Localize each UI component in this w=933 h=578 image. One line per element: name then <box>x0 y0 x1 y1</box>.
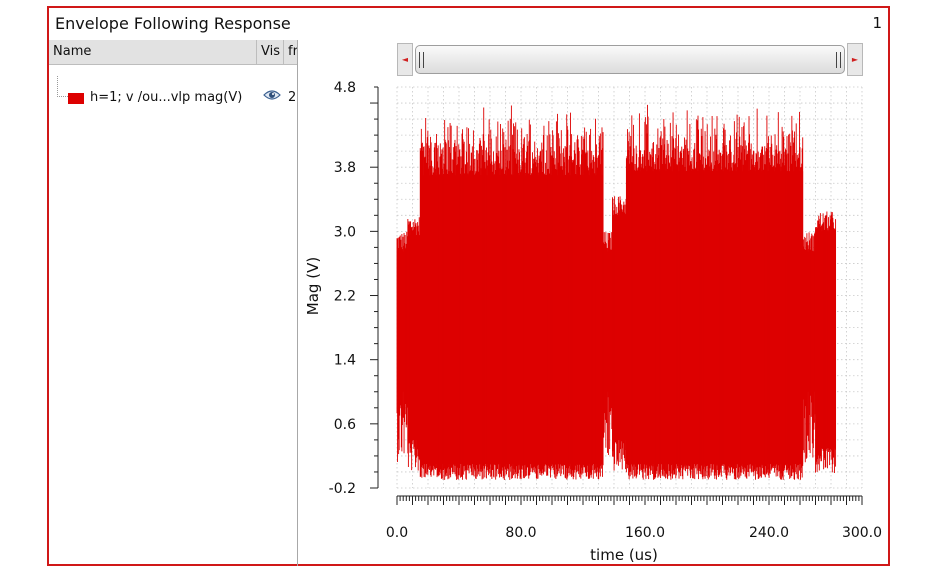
x-tick-label: 300.0 <box>842 525 882 541</box>
y-tick-labels: -0.2 0.6 1.4 2.2 3.0 3.8 4.8 <box>329 80 356 497</box>
x-axis-scrollbar[interactable]: ◄ ► <box>397 43 863 76</box>
signal-trace <box>396 104 837 480</box>
column-header-vis[interactable]: Vis <box>257 40 284 64</box>
window-title: Envelope Following Response <box>55 14 291 33</box>
scroll-right-button[interactable]: ► <box>847 43 863 76</box>
x-tick-label: 0.0 <box>386 525 408 541</box>
legend-header: Name Vis fr <box>49 40 297 65</box>
y-axis-label: Mag (V) <box>304 257 322 315</box>
scroll-thumb[interactable] <box>415 45 845 74</box>
y-tick-label: 1.4 <box>334 353 356 369</box>
y-tick-label: 3.8 <box>334 160 356 176</box>
left-grip-handle[interactable] <box>419 52 424 68</box>
trace-row[interactable]: h=1; v /ou...vlp mag(V) 2 <box>49 76 297 108</box>
x-axis-label: time (us) <box>590 546 658 564</box>
y-tick-label: 4.8 <box>334 80 356 96</box>
y-tick-label: 0.6 <box>334 417 356 433</box>
column-header-name[interactable]: Name <box>49 40 257 64</box>
tree-connector <box>57 76 68 97</box>
y-tick-label: 2.2 <box>334 289 356 305</box>
eye-icon[interactable] <box>263 88 281 106</box>
trace-color-swatch <box>68 93 84 104</box>
y-tick-label: 3.0 <box>334 224 356 240</box>
legend-panel: Name Vis fr h=1; v /ou...vlp mag(V) 2 <box>49 40 298 566</box>
plot-axes <box>370 86 863 505</box>
right-grip-handle[interactable] <box>836 52 841 68</box>
trace-extra-value: 2 <box>288 90 297 105</box>
x-tick-label: 240.0 <box>749 525 789 541</box>
trace-label[interactable]: h=1; v /ou...vlp mag(V) <box>90 90 243 105</box>
column-header-fr[interactable]: fr <box>284 40 297 64</box>
x-tick-label: 160.0 <box>625 525 665 541</box>
scroll-left-button[interactable]: ◄ <box>397 43 413 76</box>
window-number: 1 <box>872 14 882 32</box>
x-tick-labels: 0.0 80.0 160.0 240.0 300.0 <box>386 525 882 541</box>
x-tick-label: 80.0 <box>505 525 536 541</box>
y-tick-label: -0.2 <box>329 481 356 497</box>
